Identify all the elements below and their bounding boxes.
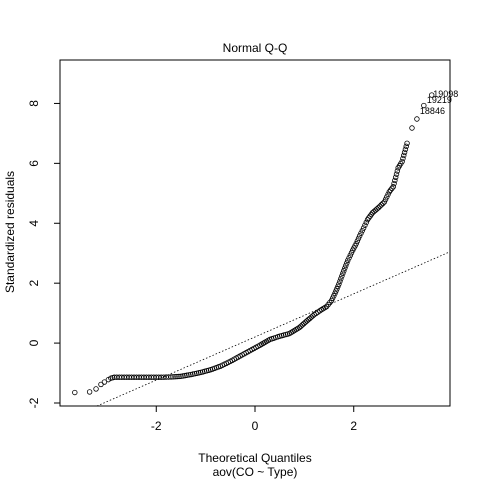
data-point [356, 233, 363, 239]
point-label: 18846 [420, 106, 445, 116]
data-points [72, 92, 435, 396]
data-point [374, 206, 380, 212]
data-point [401, 149, 408, 156]
data-point [172, 374, 178, 380]
data-point [384, 194, 390, 200]
data-point [93, 386, 99, 392]
chart-title: Normal Q-Q [223, 41, 288, 55]
x-tick-label: 2 [350, 419, 357, 433]
data-point [343, 262, 349, 269]
data-point [392, 177, 398, 184]
data-point [358, 230, 364, 236]
plot-frame [59, 59, 451, 407]
data-point [409, 125, 415, 131]
data-point [386, 189, 392, 195]
data-point [414, 116, 420, 122]
data-point [342, 265, 348, 271]
data-point [375, 204, 382, 211]
data-point [180, 373, 186, 379]
data-point [360, 225, 367, 231]
data-point [182, 372, 188, 379]
data-point [72, 389, 78, 396]
axes: -2 0 2 -2 0 2 4 6 8 [27, 100, 451, 433]
data-point [381, 199, 388, 205]
data-point [348, 250, 355, 256]
data-point [190, 371, 196, 377]
data-point [390, 184, 396, 190]
data-point [338, 275, 344, 282]
x-tick-label: -2 [151, 419, 162, 433]
data-point [184, 372, 190, 378]
data-point [359, 227, 365, 234]
x-tick-label: 0 [252, 419, 259, 433]
data-point [337, 278, 343, 285]
data-point [403, 143, 409, 150]
data-point [391, 180, 397, 187]
data-point [382, 196, 389, 203]
data-point [301, 320, 307, 327]
data-point [341, 268, 347, 274]
data-point [402, 146, 409, 153]
y-tick-label: 6 [27, 160, 41, 167]
data-point [344, 260, 350, 266]
data-point [188, 371, 194, 378]
data-point [192, 371, 198, 377]
data-point [339, 273, 345, 279]
data-point [355, 235, 362, 242]
data-point [363, 219, 369, 226]
data-point [336, 281, 342, 287]
data-point [393, 171, 400, 177]
data-point [196, 370, 202, 376]
data-point [353, 240, 359, 247]
data-point [340, 270, 346, 276]
data-point [310, 313, 316, 319]
point-label: 19219 [427, 95, 452, 105]
data-point [401, 152, 407, 159]
data-point [362, 222, 368, 228]
data-point [176, 373, 182, 380]
data-point [387, 187, 394, 193]
y-tick-label: -2 [27, 397, 41, 408]
data-point [101, 379, 108, 385]
data-point [298, 323, 304, 329]
data-point [400, 155, 406, 162]
data-point [399, 158, 405, 165]
data-point [385, 191, 391, 198]
data-point [354, 238, 361, 244]
y-tick-label: 0 [27, 339, 41, 346]
y-tick-label: 2 [27, 280, 41, 287]
data-point [394, 168, 401, 174]
x-axis-sublabel: aov(CO ~ Type) [213, 465, 298, 479]
data-point [393, 174, 399, 180]
data-point [345, 257, 351, 264]
x-axis-label: Theoretical Quantiles [198, 451, 311, 465]
data-point [380, 200, 386, 207]
data-point [377, 203, 383, 209]
data-point [86, 389, 93, 395]
data-point [174, 373, 180, 380]
data-point [296, 324, 303, 331]
data-point [378, 202, 385, 208]
data-point [168, 374, 174, 380]
data-point [170, 374, 176, 380]
data-point [429, 92, 435, 98]
data-point [347, 252, 353, 259]
data-point [346, 255, 352, 261]
data-point [389, 185, 395, 192]
y-tick-label: 4 [27, 220, 41, 227]
data-point [421, 102, 427, 109]
data-point [178, 373, 184, 380]
point-label: 19098 [433, 89, 458, 99]
y-axis-label: Standardized residuals [3, 171, 17, 293]
data-point [186, 372, 192, 378]
data-point [404, 140, 410, 146]
data-point [299, 322, 306, 328]
y-tick-label: 8 [27, 100, 41, 107]
data-point [194, 370, 200, 376]
reference-line [96, 251, 451, 407]
